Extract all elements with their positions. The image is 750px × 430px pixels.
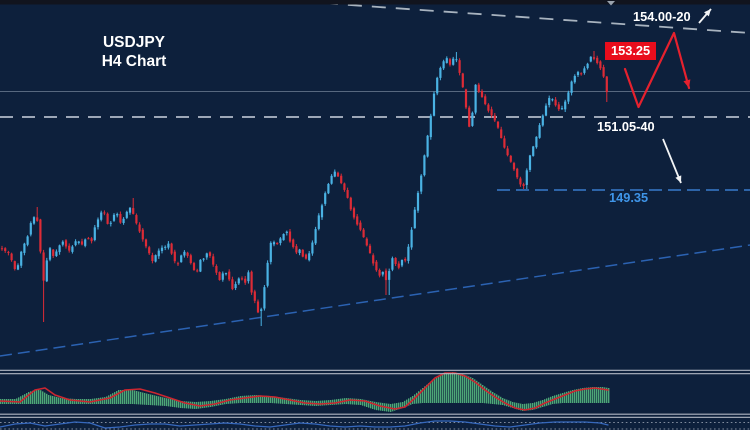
bullish-breakout-arrow-icon bbox=[698, 8, 712, 24]
chart-watermark: USDJPY H4 Chart bbox=[73, 33, 195, 71]
indicator-signal-line bbox=[0, 372, 609, 411]
top-strip bbox=[0, 0, 750, 6]
swing-low-label: 149.35 bbox=[609, 190, 649, 205]
oscillator-strip bbox=[0, 420, 750, 430]
scroll-marker-icon[interactable] bbox=[607, 1, 615, 6]
current-price-tag[interactable]: 153.25 bbox=[605, 42, 657, 60]
projection-zigzag bbox=[623, 31, 691, 109]
resistance-zone-label: 154.00-20 bbox=[633, 9, 691, 24]
candles-layer bbox=[0, 51, 608, 326]
panel-separators bbox=[0, 369, 750, 418]
support-zone-label: 151.05-40 bbox=[597, 119, 655, 134]
level-lines-layer bbox=[0, 0, 750, 357]
symbol-label: USDJPY bbox=[102, 34, 166, 51]
bearish-breakdown-arrow-icon bbox=[662, 138, 682, 184]
indicator-histogram bbox=[0, 372, 610, 412]
timeframe-label: H4 Chart bbox=[101, 53, 167, 70]
